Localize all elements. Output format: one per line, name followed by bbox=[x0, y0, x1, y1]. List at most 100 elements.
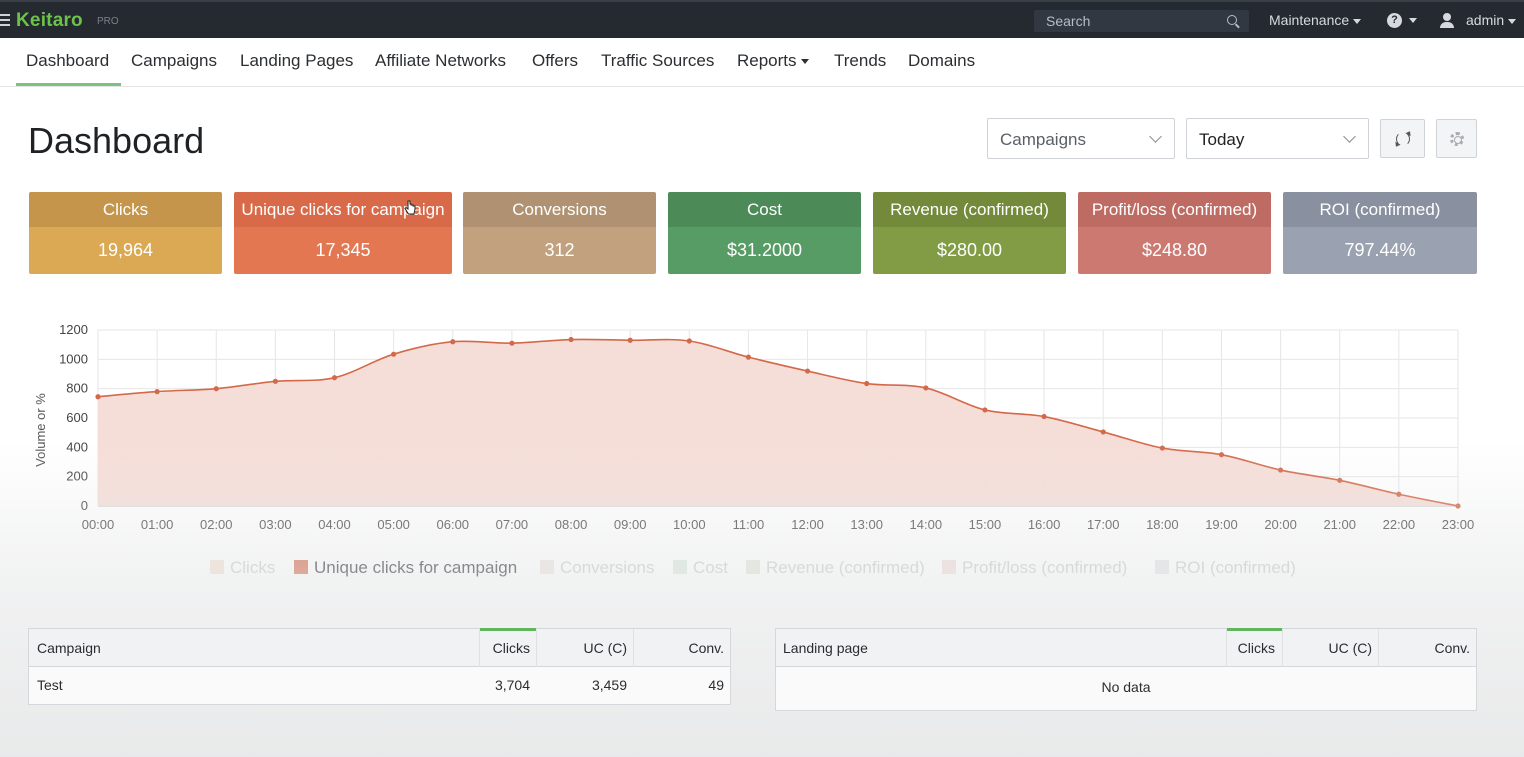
x-tick-label: 09:00 bbox=[614, 517, 647, 532]
kpi-cost[interactable]: Cost $31.2000 bbox=[668, 192, 861, 274]
nav-campaigns[interactable]: Campaigns bbox=[131, 51, 217, 70]
y-tick-label: 200 bbox=[66, 469, 88, 484]
data-point[interactable] bbox=[213, 386, 219, 392]
caret-down-icon bbox=[800, 59, 809, 65]
nav-reports-label: Reports bbox=[737, 51, 797, 70]
kpi-unique-clicks[interactable]: Unique clicks for campaign 17,345 bbox=[234, 192, 452, 274]
kpi-label: Profit/loss (confirmed) bbox=[1078, 192, 1271, 227]
column-header-landing-page[interactable]: Landing page bbox=[783, 640, 868, 656]
column-header-clicks[interactable]: Clicks bbox=[1237, 640, 1275, 656]
data-point[interactable] bbox=[1159, 445, 1165, 451]
top-bar: Keitaro PRO Maintenance ? admin bbox=[0, 0, 1524, 38]
legend-swatch bbox=[1155, 560, 1169, 574]
nav-domains[interactable]: Domains bbox=[908, 51, 976, 70]
app-logo[interactable]: Keitaro bbox=[16, 10, 83, 31]
data-point[interactable] bbox=[154, 389, 160, 395]
data-point[interactable] bbox=[509, 340, 515, 346]
nav-dashboard[interactable]: Dashboard bbox=[26, 51, 110, 70]
x-tick-label: 17:00 bbox=[1087, 517, 1120, 532]
legend-item[interactable]: Conversions bbox=[540, 558, 655, 578]
table-header: Campaign Clicks UC (C) Conv. bbox=[29, 628, 730, 667]
data-point[interactable] bbox=[272, 378, 278, 384]
nav-offers[interactable]: Offers bbox=[532, 51, 578, 70]
kpi-conversions[interactable]: Conversions 312 bbox=[463, 192, 656, 274]
data-point[interactable] bbox=[391, 351, 397, 357]
x-axis: 00:00 01:00 02:00 03:00 04:00 05:00 06:00 07:00… bbox=[82, 517, 1475, 532]
entity-select[interactable]: Campaigns bbox=[987, 118, 1175, 159]
x-tick-label: 11:00 bbox=[733, 517, 765, 532]
help-icon[interactable]: ? bbox=[1387, 13, 1402, 28]
nav-traffic-sources[interactable]: Traffic Sources bbox=[601, 51, 715, 70]
column-header-clicks[interactable]: Clicks bbox=[492, 640, 530, 656]
kpi-value: 797.44% bbox=[1283, 227, 1477, 274]
column-header-conv[interactable]: Conv. bbox=[688, 640, 724, 656]
empty-state-text: No data bbox=[1101, 679, 1151, 695]
y-tick-label: 0 bbox=[81, 498, 88, 513]
data-point[interactable] bbox=[95, 394, 101, 400]
column-divider bbox=[1378, 629, 1379, 667]
period-select[interactable]: Today bbox=[1186, 118, 1369, 159]
legend-label: Revenue (confirmed) bbox=[766, 558, 925, 577]
maintenance-menu[interactable]: Maintenance bbox=[1269, 12, 1362, 28]
search-input[interactable] bbox=[1034, 10, 1224, 32]
data-point[interactable] bbox=[1278, 467, 1284, 473]
page-title: Dashboard bbox=[28, 120, 205, 161]
x-tick-label: 23:00 bbox=[1442, 517, 1475, 532]
nav-reports[interactable]: Reports bbox=[737, 51, 809, 71]
data-point[interactable] bbox=[331, 375, 338, 381]
column-header-conv[interactable]: Conv. bbox=[1434, 640, 1470, 656]
settings-button[interactable] bbox=[1436, 119, 1477, 158]
user-menu[interactable]: admin bbox=[1466, 12, 1517, 28]
search-icon[interactable] bbox=[1227, 15, 1237, 25]
legend-item[interactable]: Profit/loss (confirmed) bbox=[942, 558, 1127, 578]
data-point[interactable] bbox=[1041, 413, 1047, 420]
column-header-campaign[interactable]: Campaign bbox=[37, 640, 101, 656]
refresh-icon bbox=[1396, 132, 1410, 146]
x-tick-label: 13:00 bbox=[850, 517, 883, 532]
data-point[interactable] bbox=[864, 380, 870, 387]
kpi-value: 312 bbox=[463, 227, 656, 274]
x-tick-label: 12:00 bbox=[791, 517, 824, 532]
data-point[interactable] bbox=[804, 368, 811, 374]
data-point[interactable] bbox=[1218, 452, 1225, 458]
column-header-uc[interactable]: UC (C) bbox=[583, 640, 627, 656]
kpi-clicks[interactable]: Clicks 19,964 bbox=[29, 192, 222, 274]
x-tick-label: 04:00 bbox=[318, 517, 351, 532]
nav-trends[interactable]: Trends bbox=[834, 51, 887, 70]
legend-item[interactable]: Unique clicks for campaign bbox=[294, 558, 517, 578]
cell-clicks: 3,704 bbox=[494, 677, 530, 693]
refresh-button[interactable] bbox=[1380, 119, 1425, 158]
data-point[interactable] bbox=[982, 407, 988, 413]
data-point[interactable] bbox=[1100, 429, 1106, 435]
legend-item[interactable]: Clicks bbox=[210, 558, 275, 578]
kpi-profit-loss[interactable]: Profit/loss (confirmed) $248.80 bbox=[1078, 192, 1271, 274]
legend-item[interactable]: ROI (confirmed) bbox=[1155, 558, 1296, 578]
cell-campaign[interactable]: Test bbox=[37, 677, 63, 693]
legend-item[interactable]: Revenue (confirmed) bbox=[746, 558, 925, 578]
column-header-uc[interactable]: UC (C) bbox=[1328, 640, 1372, 656]
data-point[interactable] bbox=[627, 337, 633, 343]
data-point[interactable] bbox=[450, 339, 456, 345]
data-point[interactable] bbox=[1396, 491, 1402, 497]
x-tick-label: 15:00 bbox=[969, 517, 1002, 532]
column-divider bbox=[633, 629, 634, 667]
entity-select-value: Campaigns bbox=[1000, 130, 1086, 149]
legend-item[interactable]: Cost bbox=[673, 558, 728, 578]
kpi-revenue[interactable]: Revenue (confirmed) $280.00 bbox=[873, 192, 1066, 274]
data-point[interactable] bbox=[686, 338, 692, 344]
x-tick-label: 22:00 bbox=[1383, 517, 1416, 532]
caret-down-icon[interactable] bbox=[1409, 18, 1417, 23]
data-point[interactable] bbox=[1455, 503, 1461, 509]
data-point[interactable] bbox=[568, 336, 574, 343]
data-point[interactable] bbox=[745, 354, 752, 360]
x-tick-label: 20:00 bbox=[1264, 517, 1297, 532]
data-point[interactable] bbox=[923, 385, 929, 391]
menu-icon[interactable] bbox=[0, 11, 12, 27]
nav-landing-pages[interactable]: Landing Pages bbox=[240, 51, 354, 70]
nav-affiliate-networks[interactable]: Affiliate Networks bbox=[375, 51, 507, 70]
kpi-roi[interactable]: ROI (confirmed) 797.44% bbox=[1283, 192, 1477, 274]
kpi-label: Revenue (confirmed) bbox=[873, 192, 1066, 227]
user-icon[interactable] bbox=[1440, 13, 1454, 28]
legend-label: ROI (confirmed) bbox=[1175, 558, 1296, 577]
data-point[interactable] bbox=[1337, 477, 1343, 483]
